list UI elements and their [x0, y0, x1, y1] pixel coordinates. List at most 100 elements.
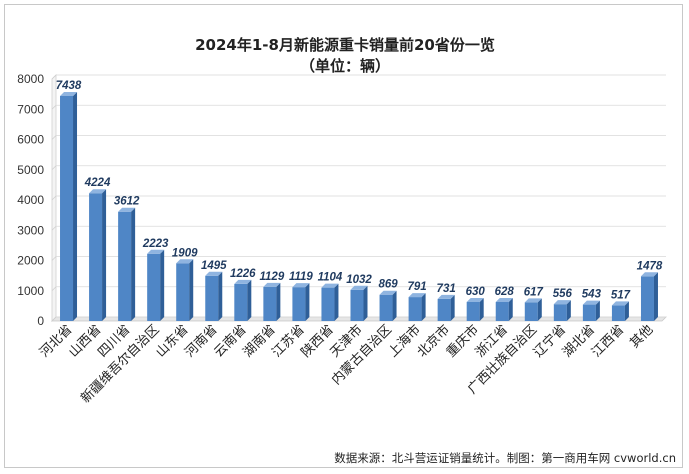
bar-top [495, 298, 513, 303]
x-tick-label: 上海市 [385, 322, 424, 361]
bar-top [205, 271, 223, 276]
bar [437, 298, 451, 321]
data-label: 517 [611, 289, 631, 301]
data-label: 543 [582, 289, 602, 301]
y-tick-label: 7000 [17, 102, 44, 116]
bar-top [292, 283, 310, 288]
y-tick-label: 6000 [17, 133, 44, 147]
bar-side [334, 283, 339, 321]
data-label: 3612 [114, 196, 140, 208]
y-tick-label: 1000 [17, 284, 44, 298]
gridline-diagonal [51, 286, 57, 292]
y-tick-label: 4000 [17, 193, 44, 207]
x-tick-label: 山东省 [153, 322, 191, 360]
bar [263, 286, 277, 321]
bar-side [566, 300, 571, 321]
data-label: 1226 [230, 268, 256, 280]
bar [234, 283, 248, 321]
data-label: 1032 [346, 274, 372, 286]
gridline-diagonal [51, 104, 57, 110]
y-tick-label: 5000 [17, 163, 44, 177]
data-label: 1129 [259, 271, 284, 283]
bar-side [363, 285, 368, 321]
bar-side [131, 207, 136, 321]
source-note: 数据来源：北斗营运证销量统计。制图：第一商用车网 cvworld.cn [334, 451, 676, 465]
bar-side [537, 298, 542, 321]
bar [408, 297, 422, 321]
bar [292, 287, 306, 321]
bar-top [176, 259, 194, 264]
data-label: 731 [437, 283, 456, 295]
y-tick-label: 3000 [17, 223, 44, 237]
bar-side [450, 294, 455, 321]
data-label: 1909 [172, 247, 198, 259]
x-tick-label: 湖南省 [240, 322, 279, 361]
bar-top [611, 301, 629, 306]
y-tick-label: 2000 [17, 254, 44, 268]
x-tick-label: 重庆市 [443, 322, 482, 361]
gridline-diagonal [51, 225, 57, 231]
bar-side [73, 92, 78, 321]
data-label: 556 [553, 288, 573, 300]
bar-side [653, 272, 658, 321]
data-label: 1119 [289, 271, 313, 283]
bar [524, 302, 538, 321]
x-tick-label: 江西省 [589, 322, 627, 360]
bar-top [408, 293, 426, 298]
x-tick-label: 湖北省 [560, 322, 598, 360]
data-label: 791 [408, 281, 427, 293]
bar-side [218, 271, 223, 321]
gridline-diagonal [51, 74, 57, 80]
bar-top [147, 249, 165, 254]
gridline-diagonal [51, 165, 57, 171]
x-tick-label: 河南省 [182, 322, 221, 361]
bar [379, 294, 393, 321]
bar-top [466, 297, 484, 302]
gridline-diagonal [51, 256, 57, 261]
bar-top [553, 300, 571, 305]
bar [60, 96, 74, 321]
gridline-diagonal [51, 316, 57, 322]
bar [640, 276, 654, 321]
bars [60, 92, 658, 321]
data-label: 1104 [318, 272, 343, 284]
bar [147, 253, 161, 321]
bar-top [437, 294, 455, 299]
bar-top [321, 283, 339, 288]
bar-side [276, 282, 281, 321]
bar-top [524, 298, 542, 303]
bar-top [60, 92, 78, 97]
x-axis: 河北省山西省四川省新疆维吾尔自治区山东省河南省云南省湖南省江苏省陕西省天津市内蒙… [37, 322, 656, 407]
x-tick-label: 陕西省 [299, 322, 337, 360]
bar [205, 275, 219, 321]
bar-top [89, 189, 107, 194]
data-label: 1478 [637, 260, 663, 272]
bar-top [118, 207, 136, 212]
x-tick-label: 山西省 [66, 322, 104, 360]
x-tick-label: 其他 [627, 322, 656, 351]
chart-title: 2024年1-8月新能源重卡销量前20省份一览 [195, 36, 495, 54]
bar [350, 289, 364, 321]
bar-side [479, 297, 484, 321]
bar-side [102, 189, 107, 321]
bar [553, 304, 567, 321]
bar-side [189, 259, 194, 321]
bar [118, 211, 132, 321]
chart-subtitle: （单位：辆） [300, 57, 390, 75]
bar [176, 263, 190, 321]
gridline-diagonal [51, 195, 57, 201]
bar-top [640, 272, 658, 277]
x-tick-label: 北京市 [414, 322, 453, 361]
y-tick-label: 0 [37, 314, 44, 328]
bar-top [582, 300, 600, 305]
bar-side [624, 301, 629, 321]
bar [495, 302, 509, 321]
y-axis: 0 1000 2000 3000 4000 5000 6000 7000 8000 [17, 72, 44, 328]
data-label: 2223 [142, 238, 169, 250]
data-label: 630 [466, 286, 486, 298]
bar [582, 304, 596, 321]
bar [321, 287, 335, 321]
bar [611, 305, 625, 321]
